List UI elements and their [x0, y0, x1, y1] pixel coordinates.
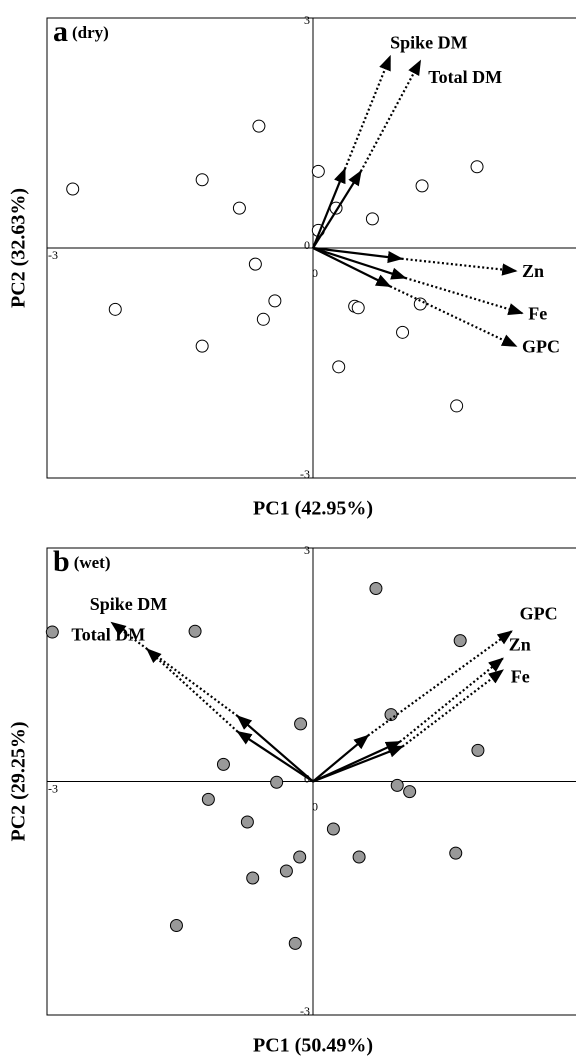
panel-letter: a — [53, 15, 68, 48]
y-tick-label: 3 — [304, 543, 310, 557]
point — [449, 846, 463, 860]
loading-arrow — [312, 246, 404, 264]
point — [415, 179, 429, 193]
x-tick-label: 0 — [312, 799, 318, 813]
point — [256, 312, 270, 326]
y-tick-label: 3 — [304, 13, 310, 27]
point — [252, 119, 266, 133]
point — [195, 173, 209, 187]
x-tick-label: -3 — [48, 781, 58, 795]
loading-label: Spike DM — [390, 32, 468, 52]
point — [471, 743, 485, 757]
point — [332, 360, 346, 374]
loading-label: Zn — [509, 635, 531, 655]
panel-label: b (wet) — [53, 545, 111, 578]
y-axis-label: PC2 (32.63%) — [8, 188, 30, 308]
point — [470, 160, 484, 174]
x-axis-label: PC1 (50.49%) — [253, 1035, 373, 1056]
point — [270, 775, 284, 789]
loading-label: Total DM — [428, 67, 502, 87]
loading-extension — [343, 54, 392, 170]
point — [311, 164, 325, 178]
loading-label: Spike DM — [90, 594, 168, 614]
loading-arrow — [312, 247, 392, 288]
point — [369, 581, 383, 595]
point — [326, 822, 340, 836]
y-tick-label: -3 — [300, 1004, 310, 1018]
x-tick-label: -3 — [48, 248, 58, 262]
x-tick-label: 0 — [312, 266, 318, 280]
point — [195, 339, 209, 353]
y-tick-label: 0 — [304, 238, 310, 252]
point — [396, 325, 410, 339]
loading-label: Total DM — [71, 624, 145, 644]
panel-condition: (wet) — [74, 553, 111, 572]
point — [351, 301, 365, 315]
point — [240, 815, 254, 829]
loading-extension — [359, 59, 422, 172]
loading-arrow — [312, 246, 407, 280]
point — [403, 785, 417, 799]
point — [352, 850, 366, 864]
loading-label: Zn — [522, 261, 544, 281]
panel-letter: b — [53, 545, 70, 578]
point — [188, 624, 202, 638]
loading-arrow — [312, 170, 362, 249]
loading-arrow — [312, 734, 370, 783]
point — [246, 871, 260, 885]
loading-extension — [401, 669, 504, 748]
point — [294, 717, 308, 731]
loading-arrow — [312, 745, 404, 783]
point — [216, 757, 230, 771]
point — [293, 850, 307, 864]
loading-arrow — [236, 715, 314, 783]
point — [248, 257, 262, 271]
point — [390, 778, 404, 792]
panel-label: a (dry) — [53, 15, 109, 48]
loading-extension — [401, 257, 518, 276]
point — [288, 936, 302, 950]
point — [108, 302, 122, 316]
y-axis-label: PC2 (29.25%) — [8, 722, 30, 842]
point — [268, 294, 282, 308]
loading-extension — [389, 285, 518, 348]
point — [279, 864, 293, 878]
point — [453, 634, 467, 648]
panel-condition: (dry) — [72, 23, 109, 42]
loading-label: GPC — [520, 603, 558, 623]
point — [365, 212, 379, 226]
loading-extension — [146, 648, 239, 733]
point — [450, 399, 464, 413]
loading-label: GPC — [522, 336, 560, 356]
loading-label: Fe — [511, 666, 530, 686]
y-tick-label: -3 — [300, 467, 310, 481]
x-axis-label: PC1 (42.95%) — [253, 498, 373, 520]
point — [201, 792, 215, 806]
loading-label: Fe — [528, 303, 547, 323]
loading-arrow — [311, 167, 346, 249]
point — [169, 918, 183, 932]
point — [45, 625, 59, 639]
point — [66, 182, 80, 196]
loading-extension — [110, 621, 239, 718]
point — [232, 201, 246, 215]
loading-arrow — [236, 730, 314, 783]
